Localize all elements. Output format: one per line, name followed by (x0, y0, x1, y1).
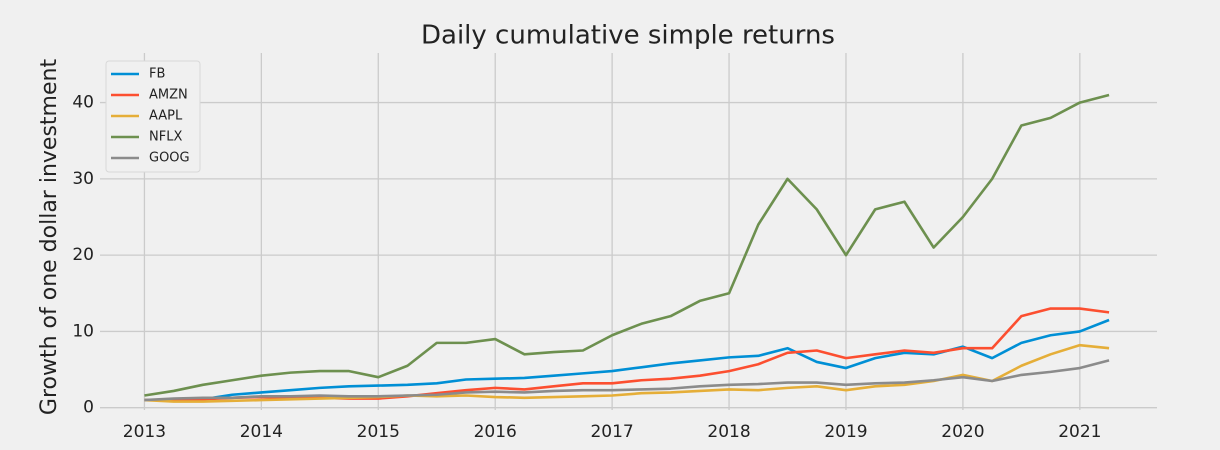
legend-label: NFLX (149, 130, 182, 145)
x-tick-label: 2018 (707, 422, 750, 442)
x-tick-label: 2013 (123, 422, 166, 442)
y-tick-label: 10 (72, 321, 94, 341)
x-tick-label: 2020 (941, 422, 984, 442)
x-axis-label: Date (604, 449, 652, 450)
legend-label: GOOG (149, 151, 190, 166)
y-tick-label: 0 (83, 398, 94, 418)
legend: FB AMZN AAPL NFLX GOOG (105, 60, 201, 173)
chart-title: Daily cumulative simple returns (421, 21, 835, 51)
y-tick-label: 20 (72, 245, 94, 265)
series-line (144, 93, 1110, 397)
x-tick-label: 2021 (1058, 422, 1101, 442)
y-tick-label: 30 (72, 169, 94, 189)
series-line (144, 307, 1110, 402)
x-tick-label: 2019 (824, 422, 867, 442)
x-tick-label: 2016 (474, 422, 517, 442)
legend-label: FB (149, 67, 165, 82)
y-tick-label: 40 (72, 93, 94, 113)
legend-box (105, 60, 201, 173)
legend-label: AMZN (149, 88, 188, 103)
x-tick-label: 2014 (240, 422, 283, 442)
legend-label: AAPL (149, 109, 183, 124)
x-tick-label: 2017 (590, 422, 633, 442)
series-line (144, 359, 1110, 402)
x-tick-label: 2015 (357, 422, 400, 442)
y-axis-label: Growth of one dollar investment (37, 59, 62, 416)
